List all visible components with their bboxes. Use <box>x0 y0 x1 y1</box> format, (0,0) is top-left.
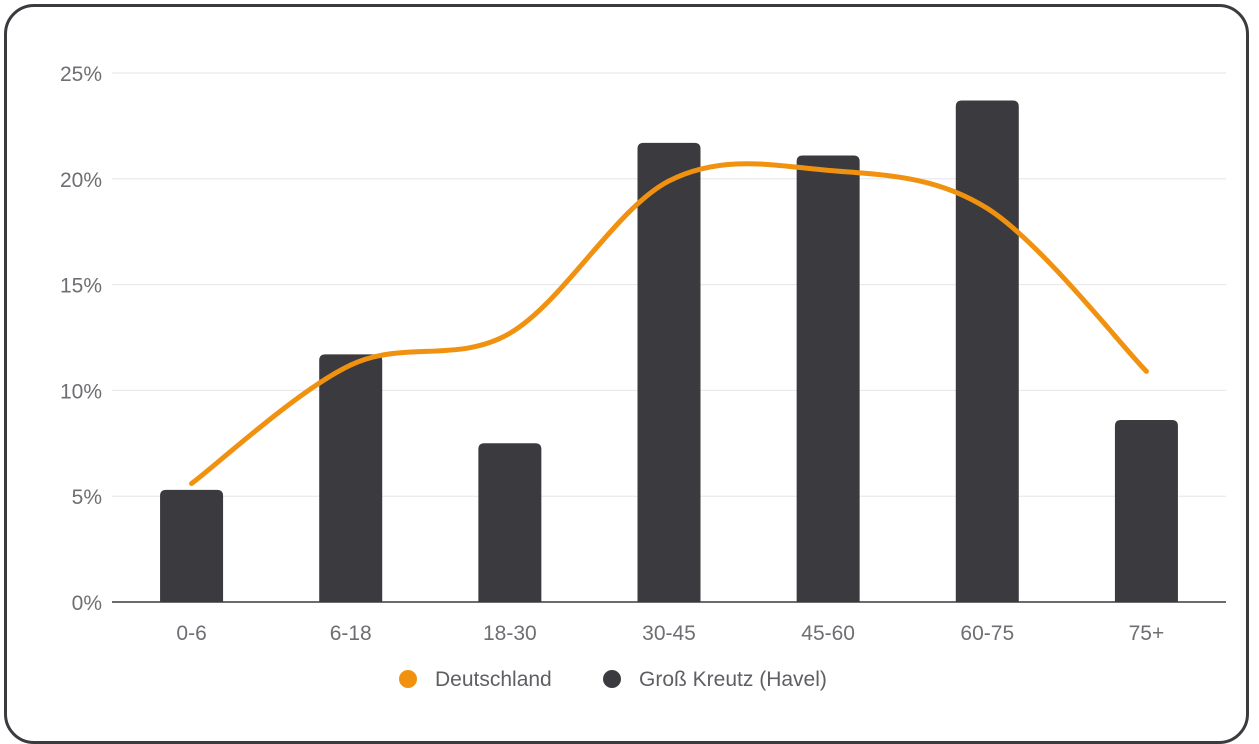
y-axis-ticks: 0% 5% 10% 15% 20% 25% <box>60 63 102 615</box>
x-tick-label: 0-6 <box>176 622 206 645</box>
legend-marker-0 <box>399 670 417 688</box>
x-tick-label: 60-75 <box>960 622 1014 645</box>
bar-6-18 <box>319 354 382 602</box>
legend: Deutschland Groß Kreutz (Havel) <box>399 668 827 691</box>
legend-marker-1 <box>603 670 621 688</box>
x-tick-label: 30-45 <box>642 622 696 645</box>
bar-30-45 <box>638 143 701 602</box>
bar-0-6 <box>160 490 223 602</box>
x-axis-ticks: 0-6 6-18 18-30 30-45 45-60 60-75 75+ <box>176 622 1164 645</box>
age-distribution-chart: 0% 5% 10% 15% 20% 25% 0-6 6-18 18-30 30-45 45-60 6… <box>0 0 1259 726</box>
legend-label-0: Deutschland <box>435 668 552 691</box>
x-tick-label: 18-30 <box>483 622 537 645</box>
bar-45-60 <box>797 156 860 602</box>
y-tick-label: 5% <box>72 486 102 509</box>
bar-75+ <box>1115 420 1178 602</box>
bar-18-30 <box>478 443 541 602</box>
y-tick-label: 10% <box>60 380 102 403</box>
y-tick-label: 20% <box>60 169 102 192</box>
x-tick-label: 45-60 <box>801 622 855 645</box>
bar-60-75 <box>956 101 1019 602</box>
y-tick-label: 25% <box>60 63 102 86</box>
y-tick-label: 0% <box>72 592 102 615</box>
legend-label-1: Groß Kreutz (Havel) <box>639 668 827 691</box>
y-tick-label: 15% <box>60 275 102 298</box>
x-tick-label: 75+ <box>1129 622 1165 645</box>
bar-series <box>160 101 1178 602</box>
x-tick-label: 6-18 <box>330 622 372 645</box>
